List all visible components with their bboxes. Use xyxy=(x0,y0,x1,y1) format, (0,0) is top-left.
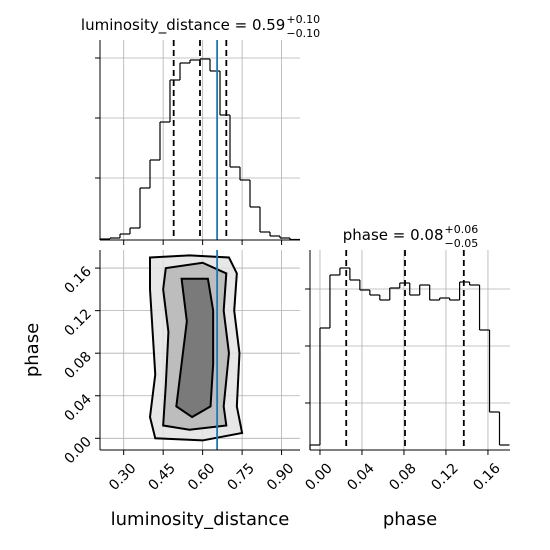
x-axis-label: luminosity_distance xyxy=(111,509,290,530)
y-tick-label: 0.16 xyxy=(61,264,94,297)
x-tick-label: 0.08 xyxy=(386,460,419,493)
y-axis-label: phase xyxy=(22,323,43,377)
title-lower: −0.10 xyxy=(286,27,320,40)
y-tick-label: 0.12 xyxy=(61,306,94,339)
y-tick-label: 0.00 xyxy=(61,434,94,467)
x-tick-label: 0.75 xyxy=(225,460,258,493)
y-tick-label: 0.04 xyxy=(61,391,94,424)
x-tick-label: 0.00 xyxy=(302,460,335,493)
x-tick-label: 0.16 xyxy=(470,460,503,493)
panel-title: phase = 0.08 +0.06−0.05 xyxy=(343,223,479,250)
x-axis-label: phase xyxy=(383,509,437,530)
y-tick-label: 0.08 xyxy=(61,349,94,382)
contour xyxy=(175,277,215,419)
plot-frame xyxy=(310,250,510,450)
x-tick-label: 0.04 xyxy=(344,460,377,493)
title-main: phase = 0.08 xyxy=(343,226,444,244)
x-tick-label: 0.90 xyxy=(264,460,297,493)
x-tick-label: 0.30 xyxy=(106,460,139,493)
title-upper: +0.06 xyxy=(445,223,479,236)
title-main: luminosity_distance = 0.59 xyxy=(81,16,285,35)
x-tick-label: 0.60 xyxy=(185,460,218,493)
x-tick-label: 0.12 xyxy=(428,460,461,493)
panel-title: luminosity_distance = 0.59 +0.10−0.10 xyxy=(81,13,320,40)
title-upper: +0.10 xyxy=(286,13,320,26)
x-tick-label: 0.45 xyxy=(146,460,179,493)
title-lower: −0.05 xyxy=(445,237,479,250)
